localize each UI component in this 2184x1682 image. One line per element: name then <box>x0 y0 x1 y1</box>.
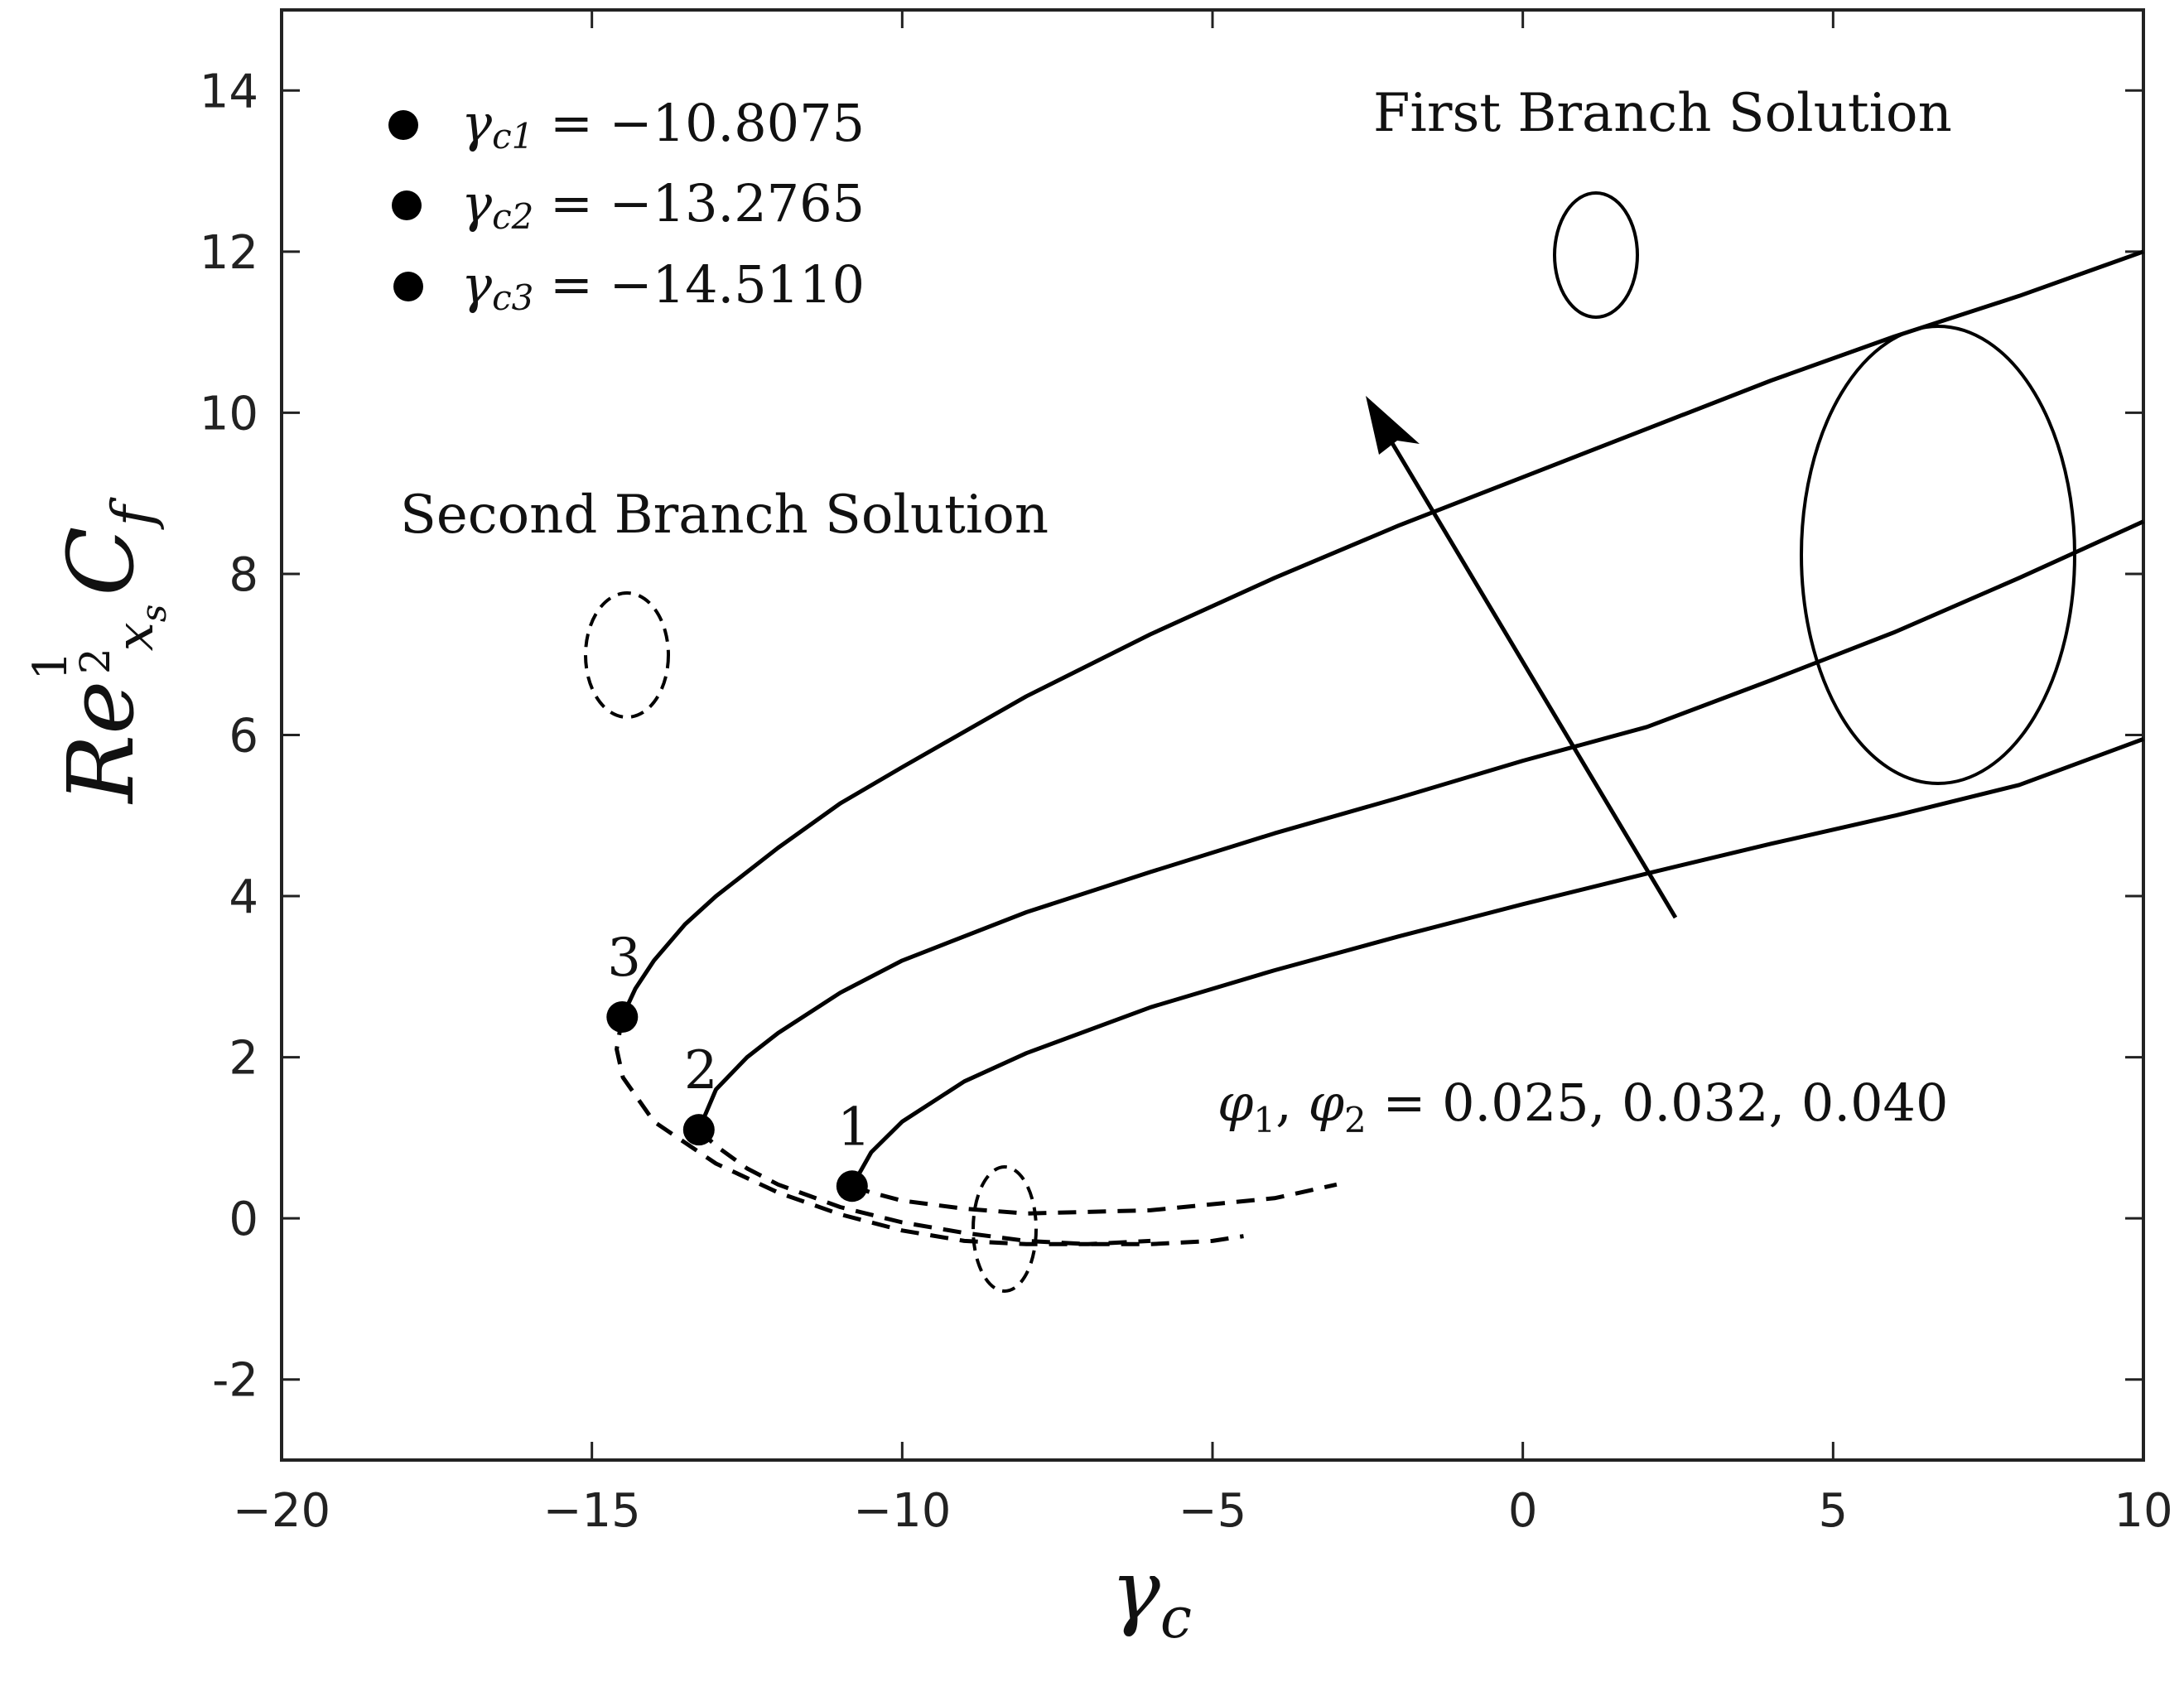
y-axis-label-subsub: s <box>133 605 174 623</box>
legend-entry-2: γc2 = −13.2765 <box>461 173 865 237</box>
phi-values: = 0.025, 0.032, 0.040 <box>1367 1072 1949 1133</box>
y-tick-label: 8 <box>229 548 258 602</box>
series-1-label: 1 <box>837 1096 871 1158</box>
svg-text:Re12xsCf: Re12xsCf <box>24 497 174 805</box>
legend-marker-3 <box>393 272 423 301</box>
y-tick-label: 2 <box>229 1032 258 1086</box>
increase-arrow-head <box>1366 396 1420 455</box>
legend-marker-1 <box>388 110 418 140</box>
legend-entry-1: γc1 = −10.8075 <box>461 93 865 157</box>
series-3-label: 3 <box>607 928 641 989</box>
legend-sub-1: c1 <box>492 116 533 157</box>
legend-marker-2 <box>392 190 422 220</box>
legend-sub-2: c2 <box>492 196 533 237</box>
y-tick-label: -2 <box>212 1354 258 1408</box>
phi-separator: , <box>1275 1072 1308 1133</box>
legend-value-2: = −13.2765 <box>533 173 865 234</box>
x-axis-label-main: γ <box>1111 1542 1160 1639</box>
y-axis-label: Re12xsCf <box>24 497 174 805</box>
legend-symbol-3: γ <box>461 254 493 315</box>
phi-sub-1: 1 <box>1253 1100 1275 1140</box>
y-axis-label-base: Re <box>48 681 154 805</box>
y-axis-label-tail: C <box>48 527 154 596</box>
y-tick-label: 6 <box>229 710 258 764</box>
y-axis-label-sub: x <box>104 622 165 651</box>
series-1-critical-point <box>836 1170 868 1202</box>
legend-value-3: = −14.5110 <box>533 254 865 315</box>
x-axis-label: γc <box>1111 1542 1192 1651</box>
phi-symbol-2: φ <box>1309 1072 1345 1133</box>
legend-sub-3: c3 <box>492 277 533 318</box>
second-branch-marker-ellipse-bottom <box>971 1165 1038 1293</box>
series-3-second-branch-line <box>615 1016 1151 1246</box>
phi-symbol-1: φ <box>1217 1072 1254 1133</box>
annotation-first-branch: First Branch Solution <box>1373 83 1952 144</box>
y-tick-label: 4 <box>229 870 258 924</box>
series-2-label: 2 <box>684 1040 718 1101</box>
x-axis-label-sub: c <box>1160 1586 1192 1651</box>
y-axis-label-den: 2 <box>71 648 119 674</box>
y-tick-label: 10 <box>200 387 258 441</box>
second-branch-marker-ellipse-left <box>584 591 670 719</box>
x-tick-label: −10 <box>853 1484 951 1538</box>
series-1-second-branch-line <box>851 1182 1338 1216</box>
legend: γc1 = −10.8075 γc2 = −13.2765 γc3 = −14.… <box>388 93 865 318</box>
y-tick-label: 12 <box>200 226 258 280</box>
x-tick-label: 10 <box>2114 1484 2172 1538</box>
y-axis-label-tail-sub: f <box>101 497 166 531</box>
y-tick-label: 0 <box>229 1193 258 1246</box>
phi-sub-2: 2 <box>1344 1100 1367 1140</box>
x-tick-label: −5 <box>1179 1484 1247 1538</box>
x-tick-label: −20 <box>233 1484 330 1538</box>
y-tick-label: 14 <box>200 65 258 118</box>
y-axis-label-sup: 1 <box>24 651 78 681</box>
annotation-second-branch: Second Branch Solution <box>400 484 1049 546</box>
legend-symbol-2: γ <box>461 173 493 234</box>
series-3-critical-point <box>606 1000 639 1033</box>
x-tick-label: −15 <box>543 1484 641 1538</box>
legend-value-1: = −10.8075 <box>533 93 865 153</box>
first-branch-marker-ellipse-small <box>1553 191 1639 319</box>
legend-symbol-1: γ <box>461 93 493 153</box>
series-2-first-branch-line <box>697 519 2145 1131</box>
series-2-second-branch-line <box>697 1128 1244 1246</box>
series-3-first-branch-line <box>620 249 2144 1019</box>
series-1-first-branch-line <box>850 737 2144 1188</box>
x-tick-label: 0 <box>1508 1484 1538 1538</box>
legend-entry-3: γc3 = −14.5110 <box>461 254 865 318</box>
annotation-phi: φ1, φ2 = 0.025, 0.032, 0.040 <box>1217 1072 1948 1140</box>
first-branch-marker-ellipse-large <box>1800 325 2076 785</box>
series-2-critical-point <box>682 1114 715 1146</box>
increase-arrow-shaft <box>1382 429 1678 919</box>
x-tick-label: 5 <box>1819 1484 1849 1538</box>
